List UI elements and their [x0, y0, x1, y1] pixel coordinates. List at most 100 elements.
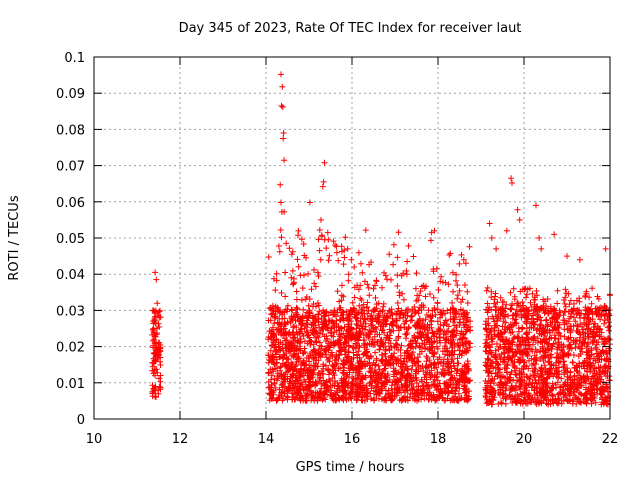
data-point — [324, 229, 331, 236]
data-point — [494, 317, 501, 324]
data-point — [417, 329, 424, 336]
data-point — [511, 353, 518, 360]
data-point — [589, 394, 595, 401]
data-point — [397, 352, 404, 359]
data-point — [565, 290, 572, 297]
data-point — [398, 397, 405, 404]
data-point — [500, 338, 507, 345]
data-point — [330, 238, 337, 245]
data-point — [496, 381, 503, 388]
data-point — [359, 361, 365, 368]
data-point — [420, 383, 427, 390]
data-point — [429, 329, 436, 336]
data-point — [289, 341, 296, 348]
data-point — [382, 347, 389, 354]
data-point — [456, 376, 463, 383]
data-point — [580, 373, 587, 380]
data-point — [514, 206, 521, 213]
data-point — [404, 258, 411, 265]
data-point — [154, 300, 161, 307]
data-point — [434, 356, 441, 363]
data-point — [390, 261, 397, 268]
data-point — [497, 294, 504, 301]
data-point — [432, 384, 439, 390]
data-point — [488, 352, 495, 358]
data-point — [321, 159, 328, 166]
data-point — [444, 390, 451, 396]
data-point — [378, 338, 385, 345]
data-point — [455, 390, 462, 397]
data-point — [346, 343, 352, 350]
data-point — [298, 236, 305, 243]
data-point — [537, 326, 544, 332]
data-point — [149, 359, 156, 366]
data-point — [456, 260, 463, 267]
data-point — [327, 378, 333, 385]
data-point — [589, 340, 596, 346]
data-point — [546, 347, 552, 354]
data-point — [302, 378, 309, 385]
data-point — [579, 323, 585, 330]
data-point — [534, 307, 541, 314]
data-point — [533, 288, 540, 294]
data-point — [385, 357, 392, 364]
data-point — [280, 351, 287, 358]
data-point — [385, 387, 392, 394]
data-point — [329, 362, 336, 369]
data-point — [453, 370, 460, 377]
data-point — [570, 305, 577, 312]
data-point — [522, 285, 529, 292]
data-point — [420, 304, 427, 311]
data-point — [280, 380, 287, 387]
data-point — [415, 358, 422, 365]
data-point — [498, 351, 505, 358]
data-point — [289, 248, 296, 255]
data-point — [494, 314, 501, 320]
data-point — [422, 371, 429, 378]
data-point — [494, 360, 501, 367]
data-point — [488, 235, 495, 241]
data-point — [388, 328, 395, 335]
data-point — [576, 312, 583, 318]
y-tick-label: 0.01 — [56, 377, 85, 392]
y-tick-label: 0.07 — [56, 160, 85, 175]
data-point — [564, 336, 571, 343]
data-point — [466, 388, 473, 395]
data-point — [404, 348, 410, 354]
data-point — [417, 288, 424, 295]
data-point — [280, 135, 287, 142]
data-point — [343, 308, 350, 315]
data-point — [514, 311, 521, 318]
data-point — [592, 305, 599, 312]
data-point — [410, 395, 416, 402]
data-point — [320, 310, 327, 317]
data-point — [602, 398, 609, 405]
data-point — [357, 260, 364, 267]
data-point — [382, 395, 389, 402]
data-point — [351, 264, 358, 270]
data-point — [426, 357, 433, 364]
data-point — [587, 306, 594, 313]
data-point — [318, 216, 324, 223]
data-point — [592, 320, 599, 327]
data-point — [300, 241, 307, 247]
data-point — [531, 372, 537, 379]
data-point — [265, 384, 272, 391]
data-point — [284, 368, 291, 375]
data-point — [355, 286, 362, 293]
data-point — [362, 362, 369, 369]
data-point — [543, 336, 550, 343]
data-point — [499, 312, 506, 319]
data-point — [598, 356, 605, 363]
data-point — [352, 313, 359, 320]
data-point — [580, 336, 587, 343]
data-point — [555, 390, 562, 397]
data-point — [446, 252, 453, 258]
data-point — [414, 335, 421, 342]
data-point — [301, 252, 308, 259]
data-point — [460, 334, 467, 341]
data-point — [423, 311, 430, 318]
data-point — [297, 347, 304, 354]
data-point — [542, 317, 549, 324]
